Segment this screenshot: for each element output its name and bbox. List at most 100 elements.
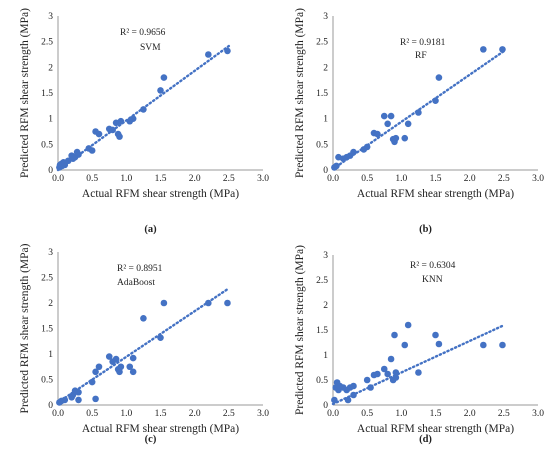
y-tick-label: 1.5 bbox=[316, 326, 328, 336]
y-tick-label: 1.5 bbox=[316, 89, 328, 99]
data-point bbox=[157, 334, 164, 341]
x-tick-label: 2.0 bbox=[189, 174, 201, 184]
x-axis-label: Actual RFM shear strength (MPa) bbox=[82, 188, 239, 200]
x-tick-label: 0.0 bbox=[52, 174, 64, 184]
y-tick-label: 0.5 bbox=[41, 376, 53, 386]
data-point bbox=[95, 363, 103, 371]
data-point bbox=[415, 369, 422, 376]
data-point bbox=[109, 126, 116, 134]
model-name-label: RF bbox=[415, 51, 427, 61]
data-point bbox=[333, 162, 340, 170]
data-point bbox=[140, 315, 147, 322]
x-tick-label: 1.5 bbox=[430, 409, 442, 419]
y-tick-label: 0 bbox=[323, 166, 328, 176]
data-point bbox=[331, 396, 338, 404]
data-point bbox=[387, 112, 395, 120]
data-point bbox=[415, 109, 422, 116]
panel-label: (b) bbox=[419, 224, 432, 235]
y-axis-label: Predicted RFM shear strength (MPa) bbox=[19, 8, 31, 178]
data-point bbox=[75, 388, 82, 396]
data-point bbox=[499, 46, 506, 53]
data-point bbox=[92, 368, 99, 376]
model-name-label: AdaBoost bbox=[117, 278, 155, 288]
x-tick-label: 0.0 bbox=[52, 409, 64, 419]
data-point bbox=[384, 370, 391, 378]
data-point bbox=[350, 391, 357, 399]
data-point bbox=[392, 369, 400, 376]
data-point bbox=[404, 321, 412, 329]
x-tick-label: 1.0 bbox=[395, 409, 407, 419]
panel-label: (a) bbox=[144, 224, 157, 235]
data-point bbox=[350, 382, 357, 390]
y-tick-label: 3 bbox=[323, 251, 328, 261]
data-point bbox=[499, 341, 506, 349]
y-tick-label: 3 bbox=[323, 12, 328, 22]
y-tick-label: 0.5 bbox=[316, 140, 328, 150]
data-point bbox=[129, 368, 137, 376]
r-squared-label: R² = 0.6304 bbox=[410, 261, 456, 271]
data-point bbox=[61, 396, 69, 404]
model-name-label: KNN bbox=[422, 275, 443, 285]
x-tick-label: 2.0 bbox=[464, 409, 476, 419]
data-point bbox=[116, 368, 123, 376]
data-point bbox=[224, 47, 231, 55]
y-tick-label: 0.5 bbox=[316, 376, 328, 386]
y-axis-label: Predicted RFM shear strength (MPa) bbox=[294, 8, 306, 178]
data-point bbox=[380, 112, 388, 120]
data-point bbox=[75, 151, 82, 158]
y-tick-label: 2.5 bbox=[41, 38, 53, 48]
x-tick-label: 0.5 bbox=[86, 174, 98, 184]
y-tick-label: 2.5 bbox=[316, 38, 328, 48]
data-point bbox=[404, 120, 412, 128]
x-tick-label: 2.0 bbox=[464, 174, 476, 184]
data-point bbox=[117, 117, 125, 125]
data-point bbox=[435, 74, 443, 81]
data-point bbox=[480, 341, 487, 349]
data-point bbox=[95, 130, 103, 138]
data-point bbox=[126, 363, 134, 371]
data-point bbox=[432, 331, 439, 339]
data-point bbox=[384, 120, 391, 128]
data-point bbox=[367, 384, 374, 391]
y-tick-label: 1.5 bbox=[41, 89, 53, 99]
x-tick-label: 1.0 bbox=[120, 174, 132, 184]
y-tick-label: 0 bbox=[323, 401, 328, 411]
y-tick-label: 0.5 bbox=[41, 140, 53, 150]
x-tick-label: 2.5 bbox=[223, 174, 235, 184]
data-point bbox=[374, 130, 381, 138]
x-axis-label: Actual RFM shear strength (MPa) bbox=[357, 423, 514, 435]
data-point bbox=[374, 370, 381, 378]
y-axis-label: Predicted RFM shear strength (MPa) bbox=[19, 243, 31, 413]
y-tick-label: 2.5 bbox=[316, 276, 328, 286]
data-point bbox=[112, 355, 120, 363]
model-name-label: SVM bbox=[140, 43, 161, 53]
panel-label: (d) bbox=[419, 434, 432, 445]
x-tick-label: 0.0 bbox=[327, 174, 339, 184]
data-point bbox=[160, 74, 168, 81]
data-point bbox=[140, 106, 147, 113]
data-point bbox=[129, 115, 137, 122]
y-tick-label: 2 bbox=[323, 63, 328, 73]
x-tick-label: 0.5 bbox=[361, 409, 373, 419]
trendline bbox=[56, 287, 231, 404]
x-axis-label: Actual RFM shear strength (MPa) bbox=[357, 188, 514, 200]
data-point bbox=[160, 299, 168, 307]
data-point bbox=[480, 46, 487, 53]
data-point bbox=[205, 299, 212, 307]
data-point bbox=[380, 365, 388, 373]
y-tick-label: 3 bbox=[48, 248, 53, 258]
x-tick-label: 2.0 bbox=[189, 409, 201, 419]
data-point bbox=[116, 133, 123, 140]
data-point bbox=[88, 147, 96, 154]
y-axis-label: Predicted RFM shear strength (MPa) bbox=[294, 245, 306, 415]
r-squared-label: R² = 0.9181 bbox=[400, 38, 446, 48]
r-squared-label: R² = 0.9656 bbox=[120, 28, 166, 38]
y-tick-label: 1.5 bbox=[41, 325, 53, 335]
x-tick-label: 1.5 bbox=[155, 409, 167, 419]
x-tick-label: 2.5 bbox=[498, 174, 510, 184]
y-tick-label: 1 bbox=[323, 115, 328, 125]
data-point bbox=[105, 353, 113, 360]
data-point bbox=[401, 341, 409, 349]
data-point bbox=[432, 97, 439, 104]
y-tick-label: 2 bbox=[48, 299, 53, 309]
